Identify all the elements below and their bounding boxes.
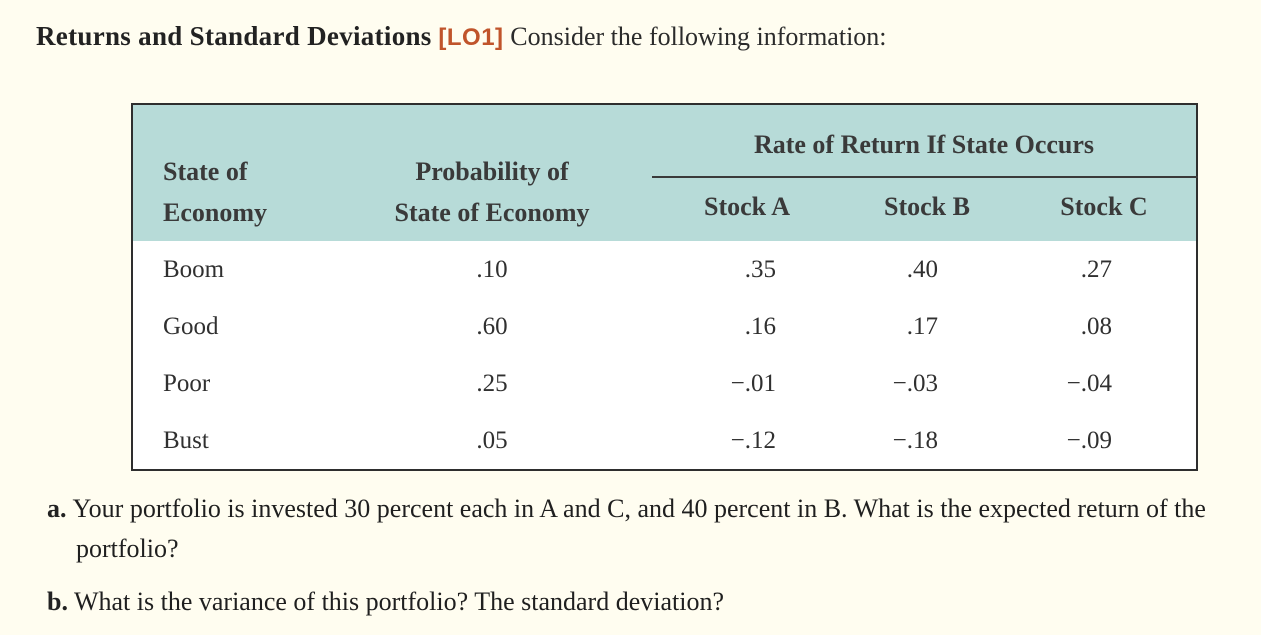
question-a: a. Your portfolio is invested 30 percent … — [47, 489, 1252, 569]
probability-cell: .25 — [332, 355, 652, 412]
probability-cell: .05 — [332, 412, 652, 470]
returns-table-header: State of Economy Probability of State of… — [132, 104, 1198, 241]
question-b-label: b. — [47, 587, 68, 616]
question-a-label: a. — [47, 494, 67, 523]
stock-c-cell: −.09 — [1012, 412, 1198, 470]
column-header-stock-b: Stock B — [842, 177, 1012, 241]
table-row: Poor .25 −.01 −.03 −.04 — [132, 355, 1198, 412]
returns-table: State of Economy Probability of State of… — [131, 103, 1199, 471]
table-row: Bust .05 −.12 −.18 −.09 — [132, 412, 1198, 470]
learning-objective-tag: [LO1] — [438, 24, 504, 51]
stock-a-cell: −.12 — [652, 412, 842, 470]
problem-title-text: Returns and Standard Deviations — [36, 21, 432, 51]
state-cell: Boom — [132, 241, 332, 298]
column-header-probability: Probability of State of Economy — [332, 104, 652, 241]
stock-b-cell: .17 — [842, 298, 1012, 355]
column-header-stock-c: Stock C — [1012, 177, 1198, 241]
question-a-text: Your portfolio is invested 30 percent ea… — [72, 494, 1206, 563]
column-header-stock-a: Stock A — [652, 177, 842, 241]
stock-c-cell: .27 — [1012, 241, 1198, 298]
stock-c-cell: .08 — [1012, 298, 1198, 355]
problem-title: Returns and Standard Deviations [LO1] Co… — [36, 21, 887, 52]
column-group-header-rate-of-return: Rate of Return If State Occurs — [652, 104, 1198, 178]
state-cell: Bust — [132, 412, 332, 470]
returns-table-body: Boom .10 .35 .40 .27 Good .60 .16 .17 .0… — [132, 241, 1198, 470]
stock-a-cell: .16 — [652, 298, 842, 355]
probability-cell: .60 — [332, 298, 652, 355]
stock-b-cell: .40 — [842, 241, 1012, 298]
table-row: Good .60 .16 .17 .08 — [132, 298, 1198, 355]
question-b: b. What is the variance of this portfolio… — [47, 582, 1252, 622]
column-header-state-of-economy: State of Economy — [132, 104, 332, 241]
stock-c-cell: −.04 — [1012, 355, 1198, 412]
question-b-text: What is the variance of this portfolio? … — [73, 587, 724, 616]
question-list: a. Your portfolio is invested 30 percent … — [47, 489, 1252, 622]
stock-a-cell: −.01 — [652, 355, 842, 412]
stock-b-cell: −.03 — [842, 355, 1012, 412]
stock-b-cell: −.18 — [842, 412, 1012, 470]
stock-a-cell: .35 — [652, 241, 842, 298]
state-cell: Good — [132, 298, 332, 355]
table-row: Boom .10 .35 .40 .27 — [132, 241, 1198, 298]
problem-intro-text: Consider the following information: — [510, 22, 887, 51]
probability-cell: .10 — [332, 241, 652, 298]
state-cell: Poor — [132, 355, 332, 412]
